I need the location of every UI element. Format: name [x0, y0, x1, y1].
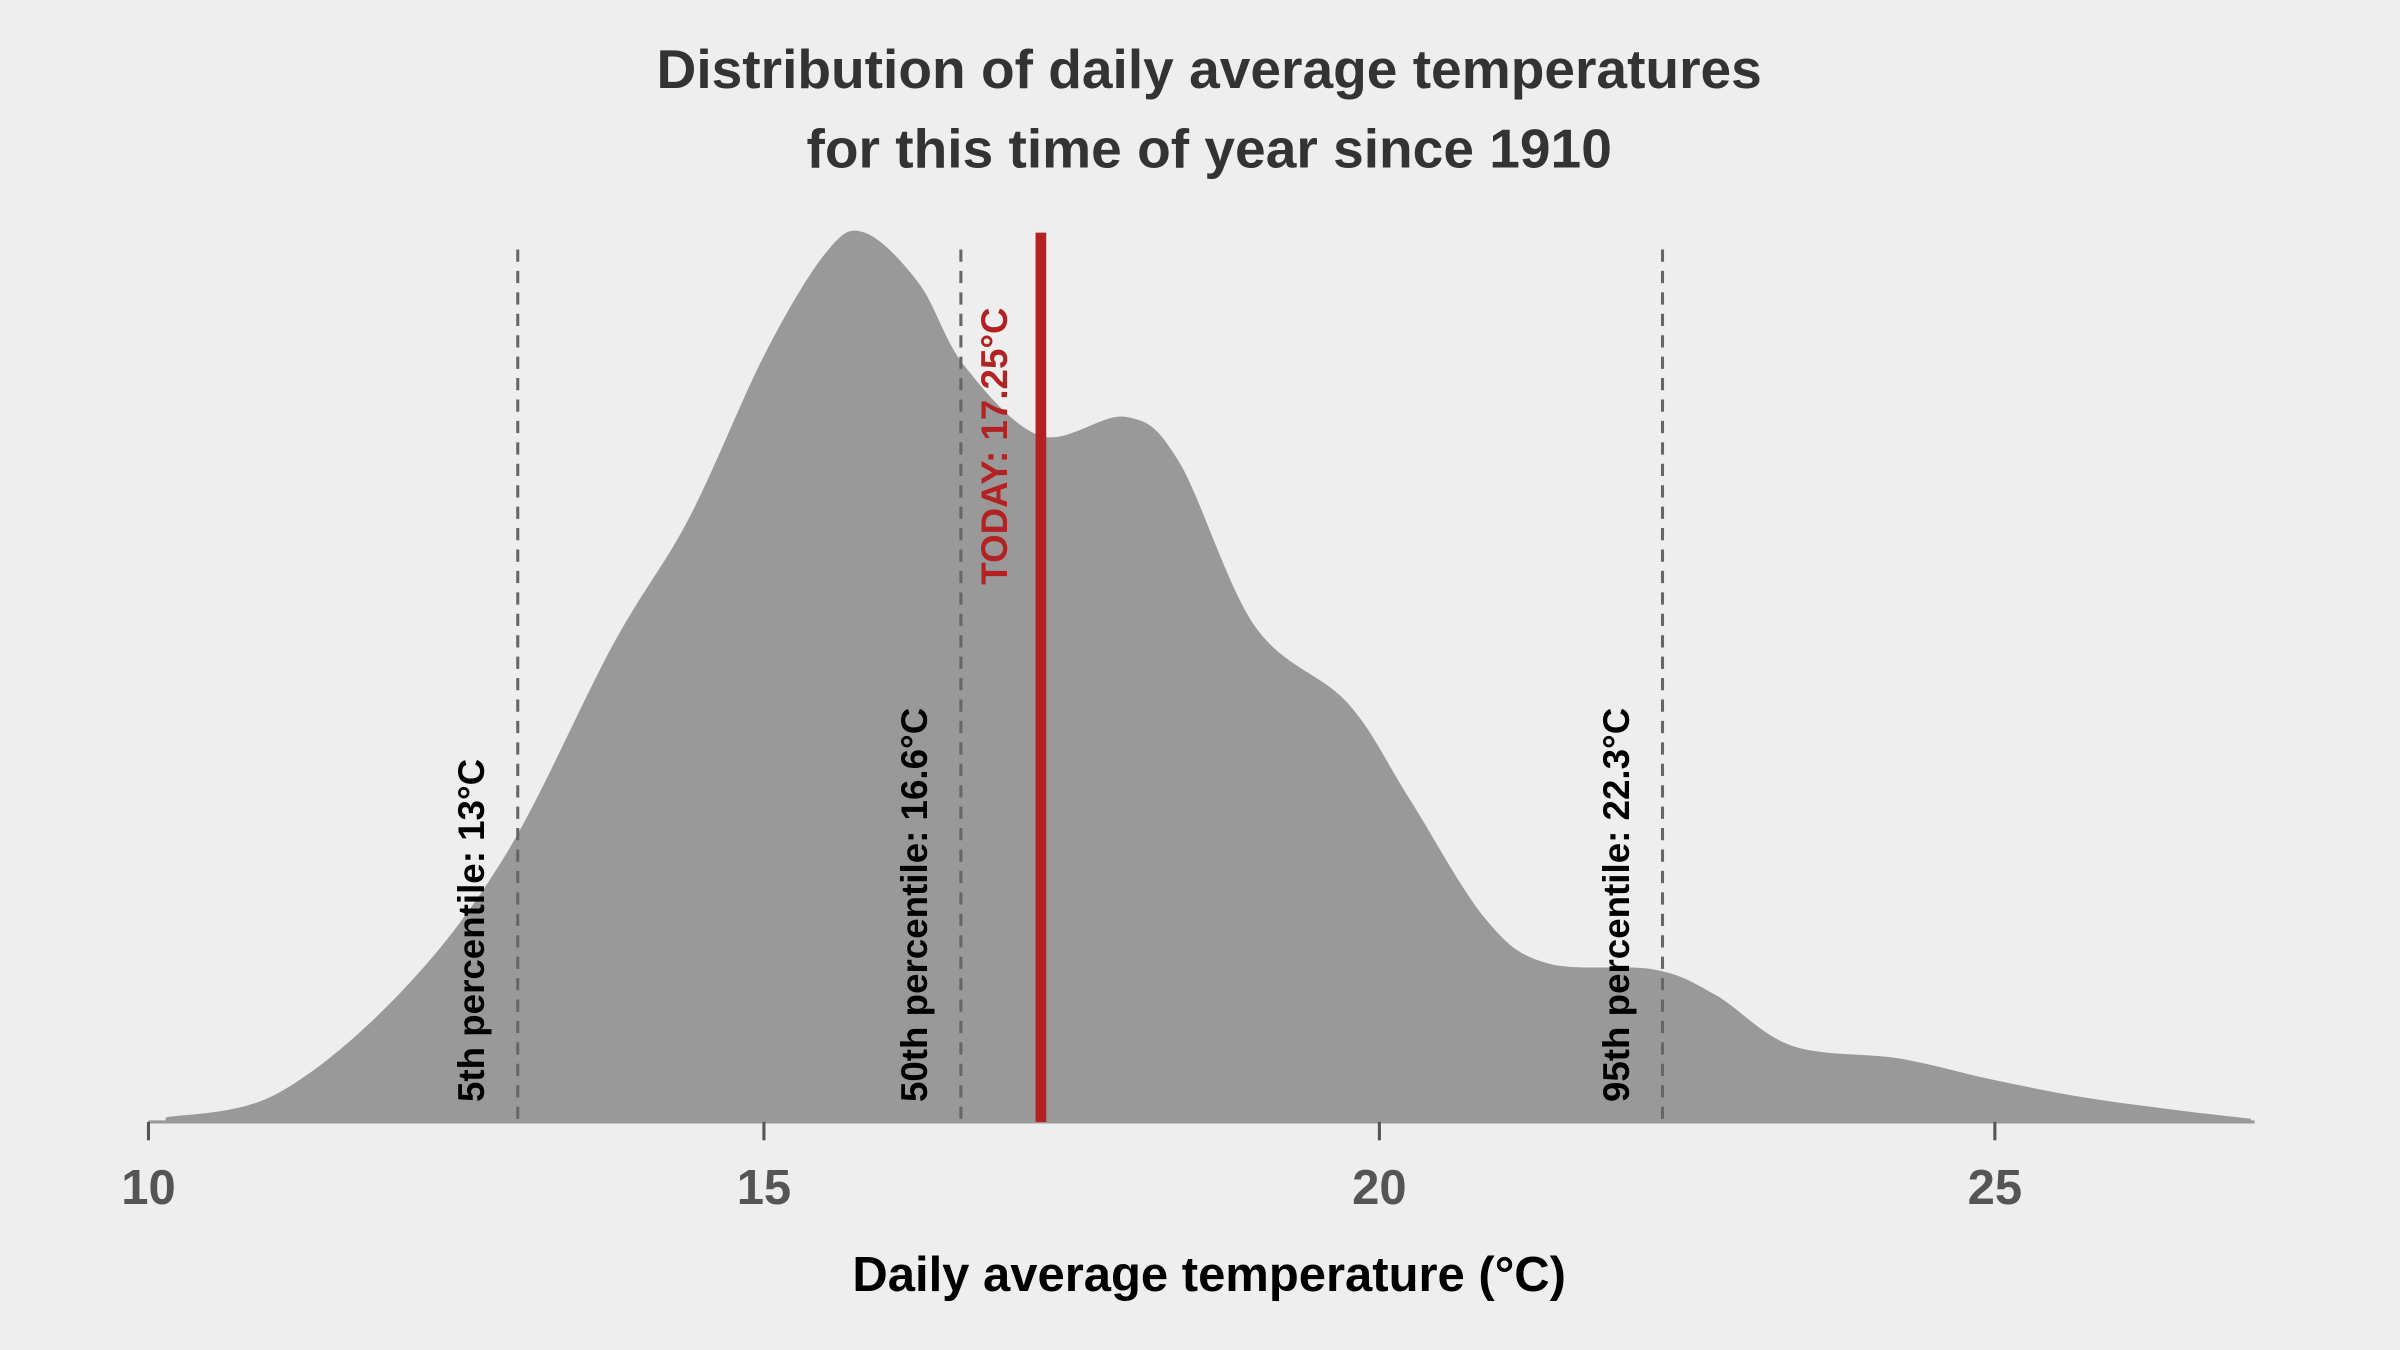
chart-title: for this time of year since 1910: [807, 118, 1612, 180]
x-tick-label: 20: [1352, 1161, 1406, 1215]
percentile-label: 5th percentile: 13°C: [451, 759, 492, 1102]
x-tick-label: 15: [737, 1161, 791, 1215]
x-axis-label: Daily average temperature (°C): [852, 1248, 1566, 1302]
density-area: [165, 230, 2251, 1122]
percentile-label: 50th percentile: 16.6°C: [894, 708, 935, 1102]
x-tick-label: 10: [121, 1161, 175, 1215]
x-tick-label: 25: [1968, 1161, 2022, 1215]
today-label: TODAY: 17.25°C: [974, 307, 1015, 584]
percentile-label: 95th percentile: 22.3°C: [1596, 708, 1637, 1102]
chart-title: Distribution of daily average temperatur…: [657, 38, 1762, 100]
